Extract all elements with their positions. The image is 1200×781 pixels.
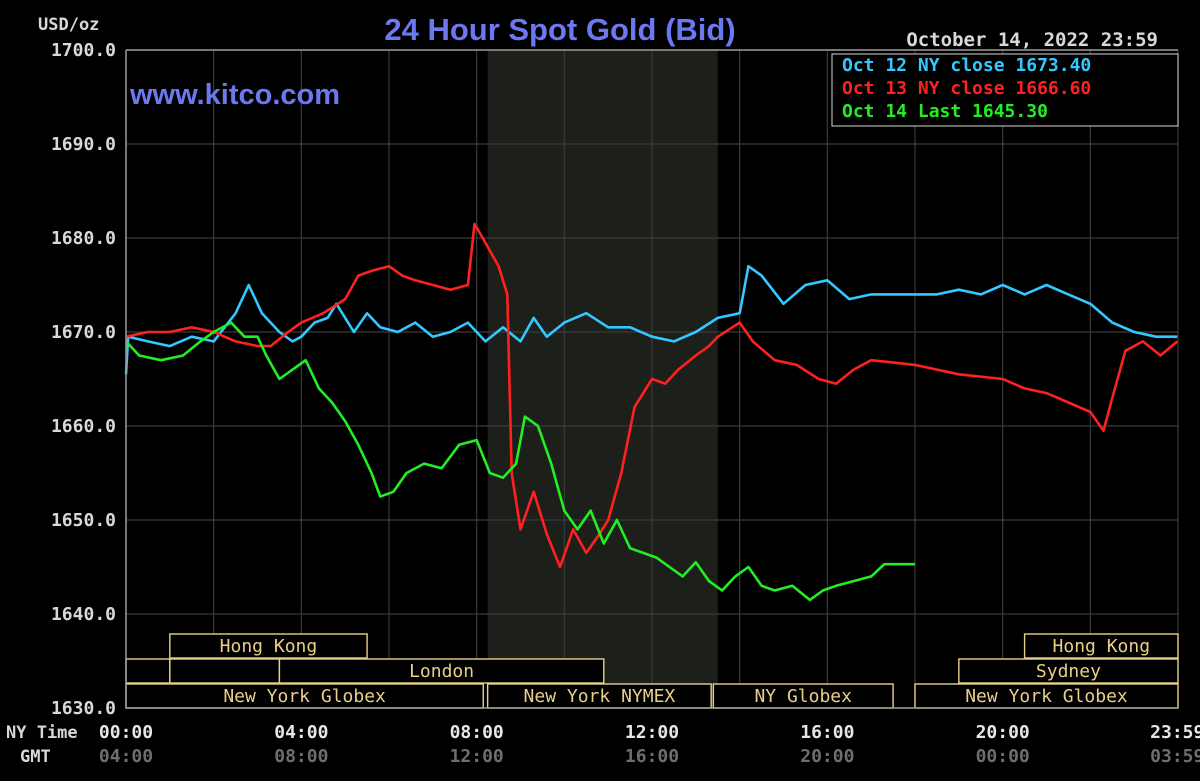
y-tick-label: 1670.0: [51, 322, 116, 343]
session-label: New York Globex: [965, 686, 1128, 707]
x-tick-label-gmt: 03:59: [1150, 746, 1200, 767]
x-tick-label-ny: 12:00: [625, 722, 679, 743]
chart-title: 24 Hour Spot Gold (Bid): [384, 12, 735, 47]
x-tick-label-ny: 16:00: [800, 722, 854, 743]
session-box-frame: [1023, 633, 1179, 659]
y-tick-label: 1680.0: [51, 228, 116, 249]
series-lines: [124, 222, 1179, 602]
session-label: London: [409, 661, 474, 682]
session-box-frame: [712, 683, 894, 709]
x-tick-label-ny: 23:59: [1150, 722, 1200, 743]
session-box: New York Globex: [914, 683, 1179, 709]
x-tick-label-ny: 20:00: [976, 722, 1030, 743]
session-box: Sydney: [958, 658, 1179, 684]
x-axis-ticks: 00:00 04:00 04:00 08:00 08:00 12:00 12:00 16:00…: [99, 722, 1200, 767]
x-tick-label-gmt: 12:00: [450, 746, 504, 767]
session-box: [169, 658, 281, 684]
legend: Oct 12 NY close 1673.40 Oct 13 NY close …: [831, 53, 1179, 127]
y-tick-label: 1660.0: [51, 416, 116, 437]
nymex-shade: [487, 50, 718, 708]
y-axis-unit-label: USD/oz: [38, 15, 99, 35]
shaded-session-region: [487, 50, 718, 708]
session-box: NY Globex: [712, 683, 894, 709]
session-box: London: [278, 658, 605, 684]
session-box-frame: [278, 658, 605, 684]
x-tick-label-ny: 00:00: [99, 722, 153, 743]
session-box-frame: [169, 633, 368, 659]
x-tick-label-ny: 08:00: [450, 722, 504, 743]
y-tick-label: 1630.0: [51, 698, 116, 719]
gmt-row-label: GMT: [20, 747, 51, 767]
ny-time-row-label: NY Time: [6, 723, 78, 743]
x-tick-label-gmt: 04:00: [99, 746, 153, 767]
legend-entry-oct12: Oct 12 NY close 1673.40: [842, 55, 1091, 76]
session-box: Hong Kong: [1023, 633, 1179, 659]
session-box: New York NYMEX: [486, 683, 712, 709]
series-line-oct-13: [125, 222, 1179, 569]
session-label: Hong Kong: [1053, 636, 1151, 657]
session-label: New York Globex: [223, 686, 386, 707]
session-box: Hong Kong: [169, 633, 368, 659]
y-tick-label: 1690.0: [51, 134, 116, 155]
y-tick-label: 1700.0: [51, 40, 116, 61]
legend-entry-oct13: Oct 13 NY close 1666.60: [842, 78, 1091, 99]
series-line-oct-14: [125, 321, 915, 602]
y-tick-label: 1650.0: [51, 510, 116, 531]
session-box-frame: [958, 658, 1179, 684]
session-box-frame: [914, 683, 1179, 709]
timestamp-label: October 14, 2022 23:59: [906, 29, 1158, 51]
session-label: Sydney: [1036, 661, 1101, 682]
session-box-frame: [486, 683, 712, 709]
session-label: Hong Kong: [220, 636, 318, 657]
session-label: New York NYMEX: [524, 686, 676, 707]
session-box: New York Globex: [125, 683, 484, 709]
y-tick-label: 1640.0: [51, 604, 116, 625]
series-line-oct-12: [124, 264, 1178, 375]
x-tick-label-gmt: 20:00: [800, 746, 854, 767]
session-box-frame: [125, 658, 171, 684]
x-tick-label-gmt: 16:00: [625, 746, 679, 767]
y-axis-ticks: 1700.0 1690.0 1680.0 1670.0 1660.0 1650.0 1640…: [51, 40, 116, 719]
x-tick-label-gmt: 08:00: [274, 746, 328, 767]
session-box-frame: [169, 658, 281, 684]
plot-frame: [125, 49, 1178, 709]
x-tick-label-ny: 04:00: [274, 722, 328, 743]
legend-entry-oct14: Oct 14 Last 1645.30: [842, 101, 1048, 122]
session-box-frame: [125, 683, 484, 709]
x-tick-label-gmt: 00:00: [976, 746, 1030, 767]
kitco-watermark: www.kitco.com: [129, 79, 340, 111]
market-sessions: Hong Kong London New York Globex New York N…: [125, 633, 1179, 709]
session-box: [125, 658, 171, 684]
legend-box: [831, 53, 1179, 127]
session-label: NY Globex: [754, 686, 852, 707]
